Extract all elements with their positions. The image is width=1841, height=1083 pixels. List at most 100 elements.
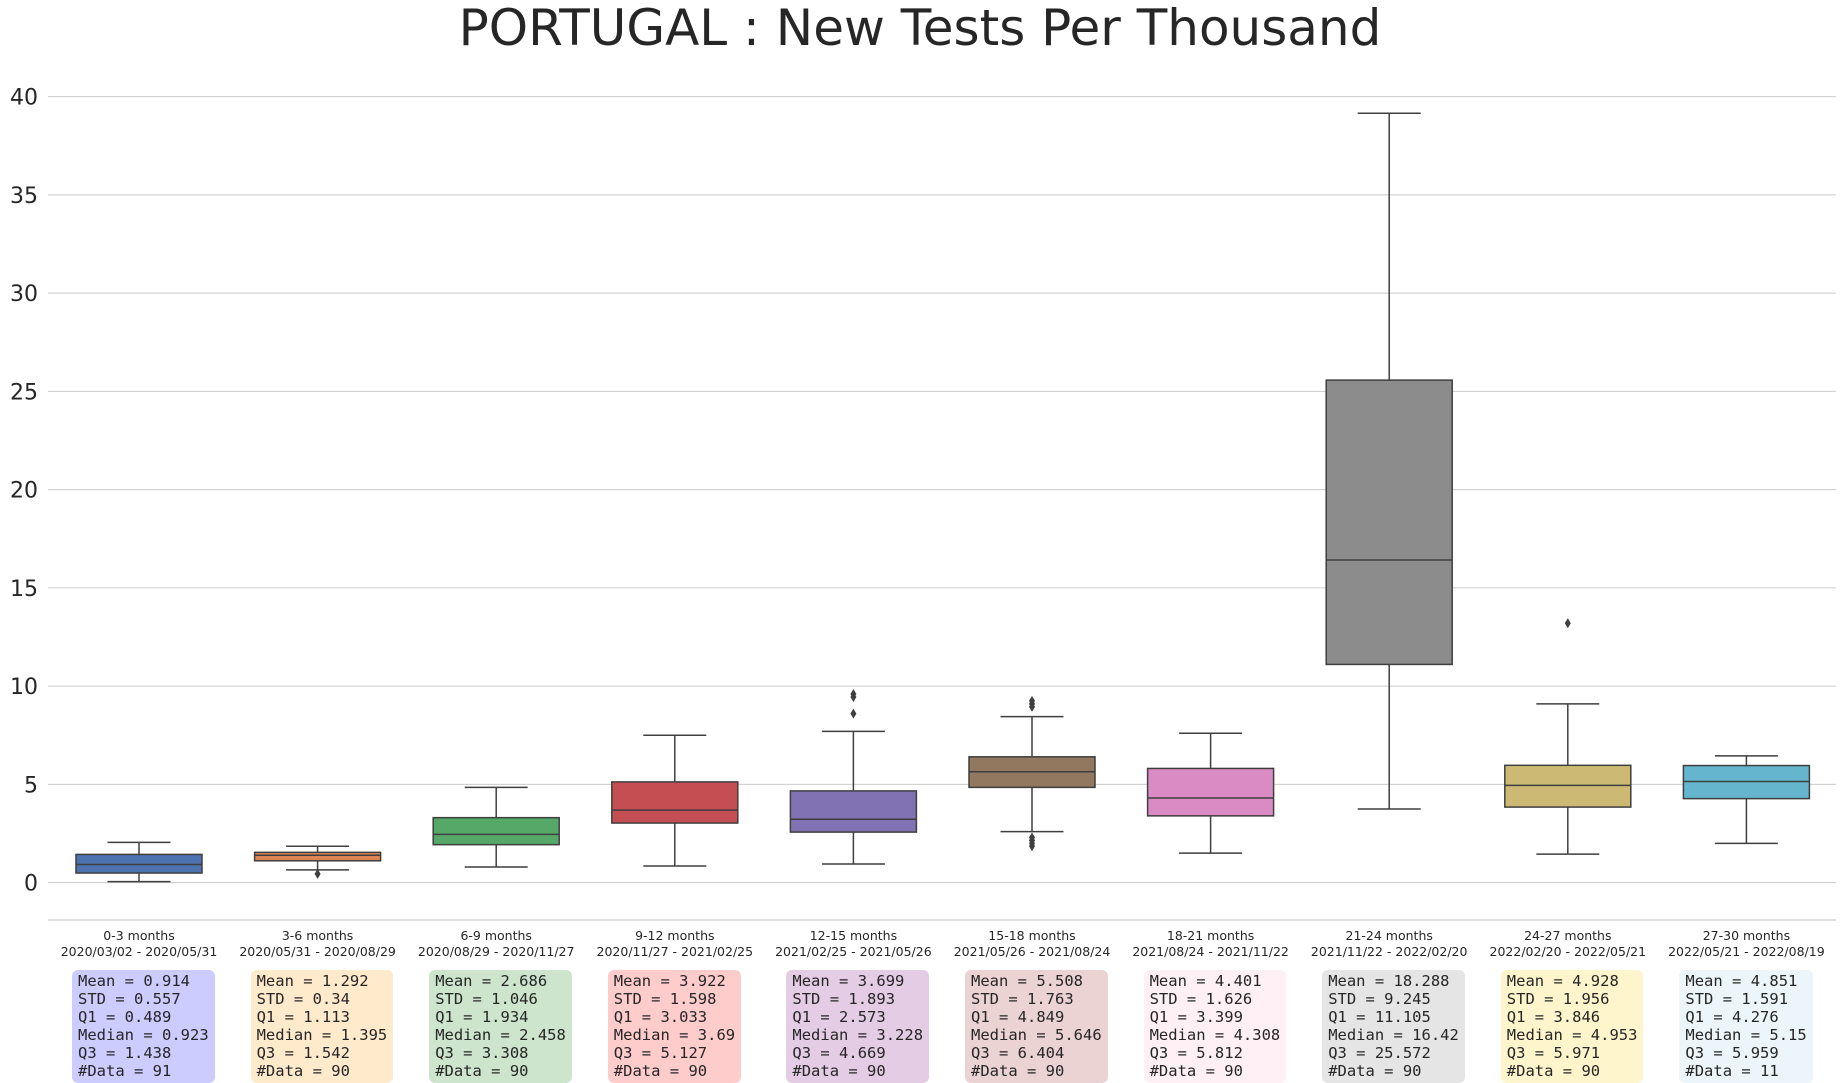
stats-line: Q1 = 2.573 bbox=[792, 1008, 886, 1026]
stats-line: Median = 4.308 bbox=[1149, 1026, 1281, 1044]
box-iqr bbox=[611, 781, 739, 824]
stats-line: Q3 = 5.971 bbox=[1506, 1044, 1601, 1062]
stats-line: #Data = 90 bbox=[792, 1062, 886, 1080]
box-group bbox=[789, 689, 918, 865]
stats-line: Q3 = 5.959 bbox=[1685, 1044, 1779, 1062]
stats-line: Mean = 4.401 bbox=[1149, 972, 1262, 990]
stats-line: Q3 = 1.438 bbox=[78, 1044, 172, 1062]
stats-line: Q1 = 3.399 bbox=[1149, 1008, 1243, 1026]
x-range-label: 2022/02/20 - 2022/05/21 bbox=[1490, 944, 1647, 959]
chart-title: PORTUGAL : New Tests Per Thousand bbox=[459, 0, 1382, 57]
box-group bbox=[968, 695, 1096, 852]
y-tick-label: 10 bbox=[10, 675, 38, 700]
x-category-label: 3-6 months bbox=[282, 928, 353, 943]
stats-line: Mean = 0.914 bbox=[78, 972, 190, 990]
stats-line: Q1 = 0.489 bbox=[78, 1008, 172, 1026]
y-tick-label: 35 bbox=[10, 184, 38, 209]
x-category-label: 12-15 months bbox=[810, 928, 897, 943]
stats-line: Mean = 1.292 bbox=[256, 972, 369, 990]
box-iqr bbox=[432, 816, 560, 846]
stats-line: STD = 1.956 bbox=[1506, 990, 1610, 1008]
stats-line: Mean = 18.288 bbox=[1328, 972, 1450, 990]
stats-line: Q3 = 6.404 bbox=[971, 1044, 1065, 1062]
stats-line: Q3 = 1.542 bbox=[256, 1044, 350, 1062]
x-range-label: 2020/03/02 - 2020/05/31 bbox=[61, 944, 218, 959]
stats-panel: Mean = 0.914 STD = 0.557 Q1 = 0.489 Median … bbox=[72, 970, 215, 1083]
stats-line: STD = 1.598 bbox=[613, 990, 717, 1008]
box-layer bbox=[75, 112, 1811, 883]
x-range-label: 2021/05/26 - 2021/08/24 bbox=[954, 944, 1111, 959]
x-category-label: 24-27 months bbox=[1524, 928, 1611, 943]
box-iqr bbox=[253, 851, 382, 862]
stats-panel: Mean = 5.508 STD = 1.763 Q1 = 4.849 Median … bbox=[965, 970, 1108, 1083]
stats-line: Mean = 5.508 bbox=[971, 972, 1083, 990]
stats-panel: Mean = 1.292 STD = 0.34 Q1 = 1.113 Median =… bbox=[250, 970, 394, 1083]
stats-line: STD = 9.245 bbox=[1328, 990, 1431, 1008]
outlier-point bbox=[1029, 695, 1035, 706]
stats-line: Mean = 3.699 bbox=[792, 972, 905, 990]
stats-line: Q1 = 4.849 bbox=[971, 1008, 1065, 1026]
stats-line: #Data = 90 bbox=[1328, 1062, 1422, 1080]
x-range-label: 2021/11/22 - 2022/02/20 bbox=[1311, 944, 1468, 959]
stats-panel: Mean = 2.686 STD = 1.046 Q1 = 1.934 Median … bbox=[429, 970, 572, 1083]
stats-line: Median = 4.953 bbox=[1506, 1026, 1638, 1044]
stats-panel: Mean = 3.922 STD = 1.598 Q1 = 3.033 Median … bbox=[607, 970, 742, 1083]
stats-line: Mean = 4.851 bbox=[1685, 972, 1798, 990]
x-range-label: 2020/08/29 - 2020/11/27 bbox=[418, 944, 575, 959]
box-iqr bbox=[75, 853, 203, 874]
stats-line: Median = 0.923 bbox=[78, 1026, 209, 1044]
gridlines bbox=[48, 96, 1836, 884]
stats-panel: Mean = 4.401 STD = 1.626 Q1 = 3.399 Median … bbox=[1143, 970, 1287, 1083]
x-range-label: 2022/05/21 - 2022/08/19 bbox=[1668, 944, 1825, 959]
stats-line: Median = 5.15 bbox=[1685, 1026, 1807, 1044]
stats-line: STD = 1.046 bbox=[435, 990, 538, 1008]
stats-line: Q3 = 4.669 bbox=[792, 1044, 886, 1062]
box-group bbox=[1504, 618, 1632, 855]
stats-line: Mean = 3.922 bbox=[613, 972, 726, 990]
stats-line: Q3 = 5.127 bbox=[613, 1044, 708, 1062]
stats-line: Q3 = 5.812 bbox=[1149, 1044, 1243, 1062]
box-iqr bbox=[1146, 767, 1275, 817]
outlier-point bbox=[1029, 832, 1035, 843]
stats-line: #Data = 90 bbox=[435, 1062, 529, 1080]
stats-line: Median = 2.458 bbox=[435, 1026, 566, 1044]
y-tick-label: 20 bbox=[10, 479, 38, 504]
box-group bbox=[611, 734, 739, 867]
outlier-point bbox=[850, 708, 857, 719]
box-group bbox=[75, 841, 203, 883]
stats-line: #Data = 11 bbox=[1685, 1062, 1779, 1080]
x-range-label: 2021/08/24 - 2021/11/22 bbox=[1132, 944, 1289, 959]
stats-line: Median = 3.228 bbox=[792, 1026, 924, 1044]
stats-line: #Data = 90 bbox=[256, 1062, 350, 1080]
stats-line: Q1 = 3.033 bbox=[613, 1008, 708, 1026]
stats-line: Q1 = 4.276 bbox=[1685, 1008, 1779, 1026]
x-category-label: 18-21 months bbox=[1167, 928, 1254, 943]
box-group bbox=[432, 786, 560, 868]
stats-line: STD = 0.34 bbox=[256, 990, 350, 1008]
y-tick-label: 0 bbox=[24, 872, 38, 897]
stats-line: #Data = 91 bbox=[78, 1062, 172, 1080]
x-range-label: 2020/11/27 - 2021/02/25 bbox=[597, 944, 754, 959]
stats-line: Median = 16.42 bbox=[1328, 1026, 1459, 1044]
x-category-label: 15-18 months bbox=[988, 928, 1075, 943]
stats-line: STD = 0.557 bbox=[78, 990, 181, 1008]
outlier-point bbox=[850, 689, 857, 700]
stats-line: STD = 1.626 bbox=[1149, 990, 1253, 1008]
stats-line: Mean = 2.686 bbox=[435, 972, 548, 990]
stats-line: #Data = 90 bbox=[971, 1062, 1065, 1080]
stats-line: Median = 1.395 bbox=[256, 1026, 388, 1044]
stats-panel: Mean = 4.928 STD = 1.956 Q1 = 3.846 Median … bbox=[1500, 970, 1644, 1083]
box-iqr bbox=[1325, 379, 1453, 666]
x-category-label: 6-9 months bbox=[460, 928, 531, 943]
stats-line: STD = 1.893 bbox=[792, 990, 896, 1008]
stats-line: Q1 = 11.105 bbox=[1328, 1008, 1431, 1026]
x-category-label: 21-24 months bbox=[1346, 928, 1433, 943]
y-tick-label: 30 bbox=[10, 282, 38, 307]
stats-line: Q3 = 3.308 bbox=[435, 1044, 529, 1062]
stats-line: Q1 = 3.846 bbox=[1506, 1008, 1601, 1026]
x-range-label: 2020/05/31 - 2020/08/29 bbox=[239, 944, 396, 959]
y-tick-label: 25 bbox=[10, 380, 38, 405]
stats-line: Q1 = 1.113 bbox=[256, 1008, 350, 1026]
stats-panel: Mean = 3.699 STD = 1.893 Q1 = 2.573 Median … bbox=[786, 970, 930, 1083]
